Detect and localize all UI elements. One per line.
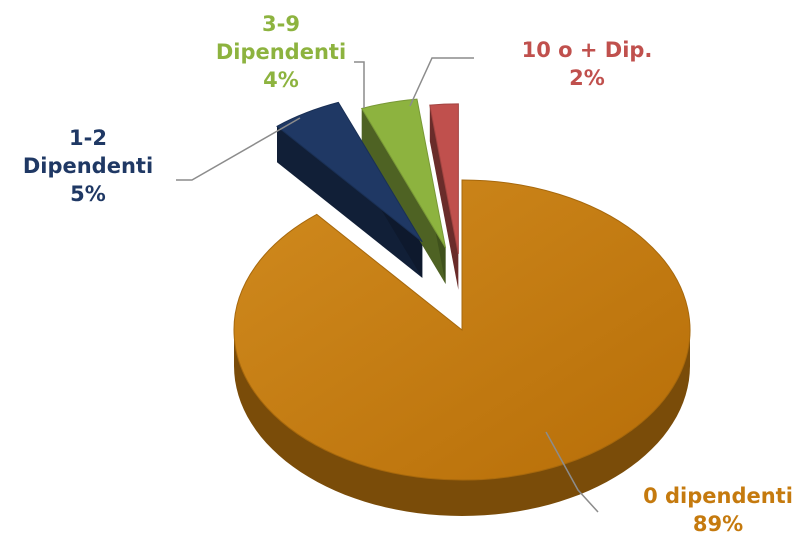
slice-2 <box>360 98 447 249</box>
leader-line-0 <box>545 431 599 513</box>
slice-label-percent: 2% <box>569 66 605 90</box>
slice-label-percent: 4% <box>263 68 299 92</box>
slice-label-10-plus-dip: 10 o + Dip. 2% <box>492 36 682 92</box>
slice-label-name: 1-2 <box>69 126 107 150</box>
slice-label-name: 10 o + Dip. <box>521 38 653 62</box>
slice-label-3-9-dipendenti: 3-9 Dipendenti 4% <box>196 10 366 94</box>
leader-line-1 <box>176 117 301 181</box>
leader-line-2 <box>354 61 365 108</box>
leader-line-3 <box>409 57 474 107</box>
slice-side-0 <box>234 330 690 516</box>
slice-label-name: 0 dipendenti <box>643 484 793 508</box>
slice-1 <box>276 101 423 243</box>
slice-cut-wall-1 <box>277 126 423 278</box>
slice-0 <box>233 179 691 481</box>
slice-label-1-2-dipendenti: 1-2 Dipendenti 5% <box>8 124 168 208</box>
slice-label-name: Dipendenti <box>215 40 347 64</box>
slice-cut-wall-3 <box>429 105 459 290</box>
slice-label-percent: 89% <box>692 512 744 536</box>
slice-label-0-dipendenti: 0 dipendenti 89% <box>632 482 804 538</box>
slice-3 <box>429 103 459 255</box>
slice-cut-wall-2 <box>361 108 446 284</box>
slice-label-percent: 5% <box>70 182 106 206</box>
slice-label-name: Dipendenti <box>22 154 154 178</box>
slice-label-name: 3-9 <box>262 12 300 36</box>
